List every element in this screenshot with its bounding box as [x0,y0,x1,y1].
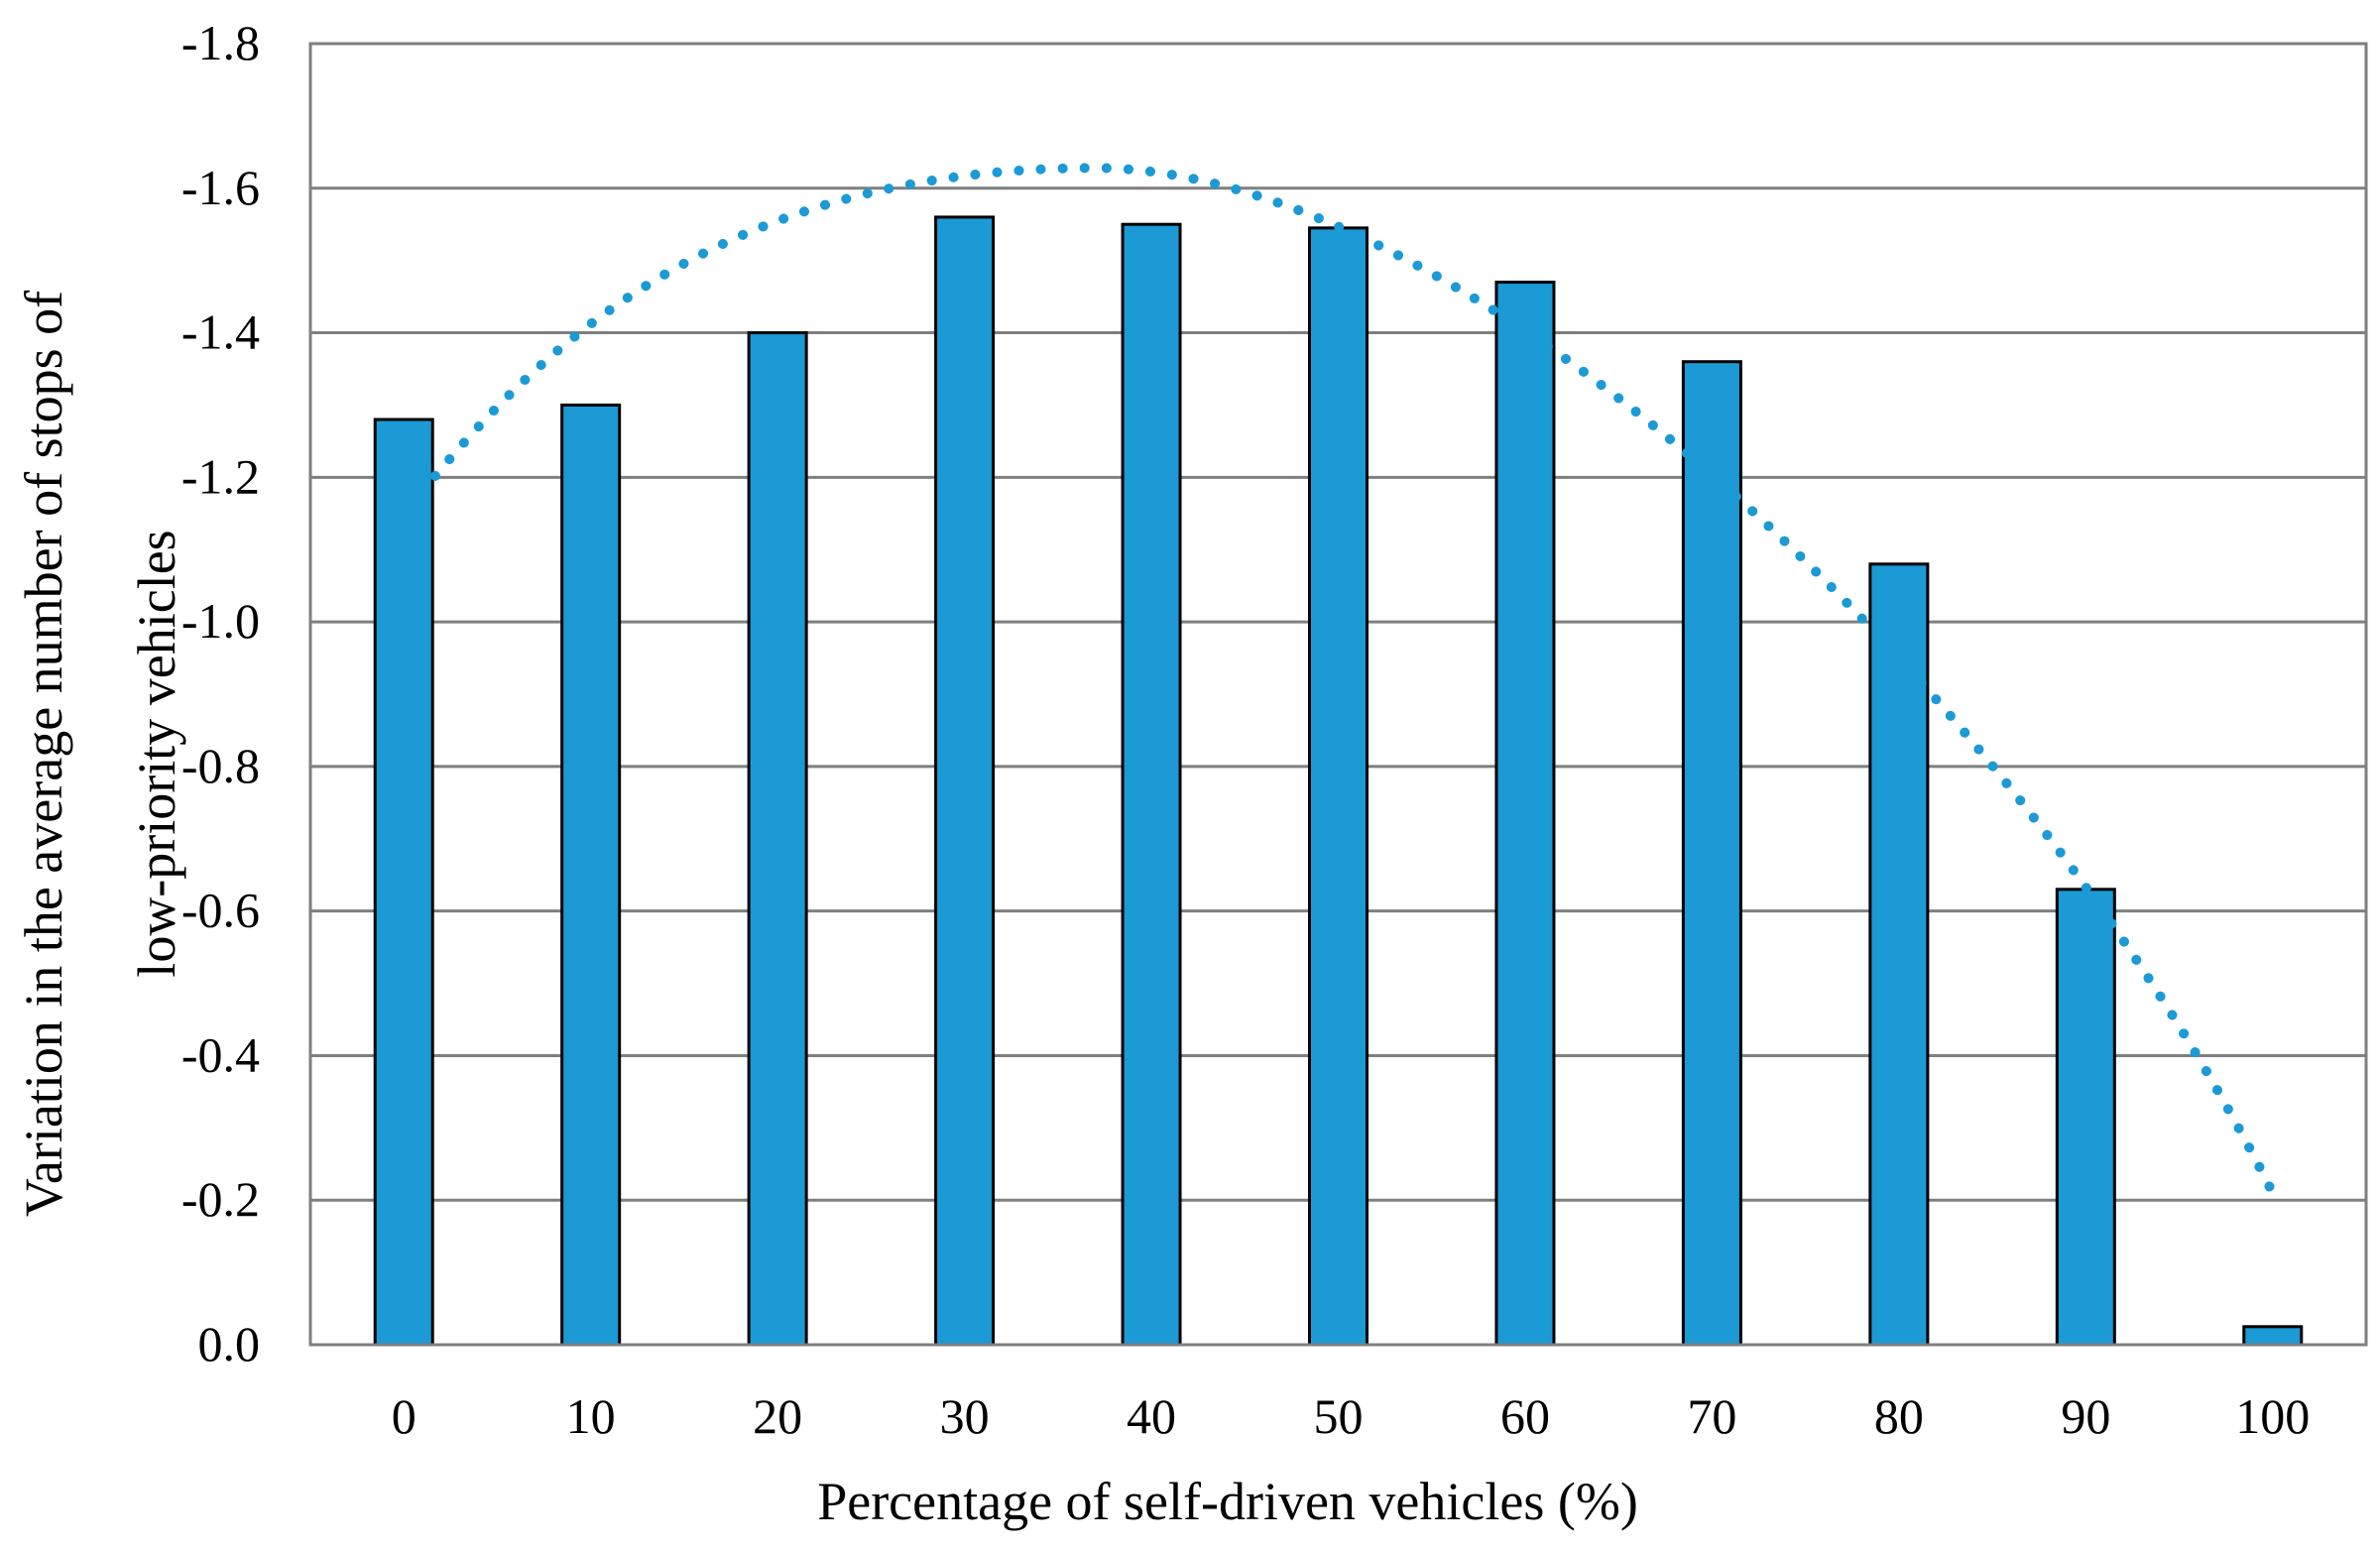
bar-40 [1121,222,1182,1347]
x-tick-label: 90 [2061,1388,2110,1444]
y-tick-label: -0.6 [181,883,260,938]
y-tick-label: -1.4 [181,304,260,360]
x-axis-title: Percentage of self-driven vehicles (%) [817,1472,1638,1531]
x-tick-label: 20 [753,1388,802,1444]
bar-0 [373,418,434,1347]
x-tick-label: 0 [392,1388,416,1444]
y-tick-label: 0.0 [198,1316,261,1372]
y-tick-label: -0.2 [181,1171,260,1227]
x-tick-label: 100 [2235,1388,2310,1444]
x-tick-label: 70 [1687,1388,1736,1444]
x-tick-label: 80 [1874,1388,1924,1444]
x-axis-tick-labels: 0 10 20 30 40 50 60 70 80 90 100 [392,1388,2311,1444]
y-axis-title-line-2: low-priority vehicles [127,530,186,977]
x-tick-label: 50 [1314,1388,1364,1444]
bar-70 [1681,360,1742,1347]
x-tick-label: 30 [940,1388,990,1444]
y-axis-title-line-1: Variation in the average number of stops… [14,291,73,1217]
y-axis-title: Variation in the average number of stops… [14,291,186,1217]
plot-frame [308,42,2368,1347]
y-tick-label: -1.6 [181,160,260,215]
bar-80 [1868,562,1930,1347]
trendline [402,163,2278,1198]
bar-20 [747,331,808,1347]
y-tick-label: -1.2 [181,448,260,504]
y-tick-label: -0.8 [181,738,260,793]
x-tick-label: 60 [1500,1388,1550,1444]
bar-100 [2242,1325,2304,1347]
plot-area-border [308,42,2368,1347]
y-tick-label: -0.4 [181,1026,260,1082]
bar-10 [560,403,622,1347]
bar-30 [934,215,996,1347]
bar-90 [2055,888,2116,1347]
y-axis-tick-labels: 0.0 -0.2 -0.4 -0.6 -0.8 -1.0 -1.2 -1.4 -1.6 -1.8 [181,15,260,1372]
bar-50 [1308,226,1368,1347]
x-tick-label: 10 [566,1388,616,1444]
polynomial-trendline [402,163,2278,1198]
y-tick-label: -1.0 [181,593,260,649]
x-tick-label: 40 [1127,1388,1176,1444]
y-tick-label: -1.8 [181,15,260,70]
bar-60 [1494,281,1556,1347]
